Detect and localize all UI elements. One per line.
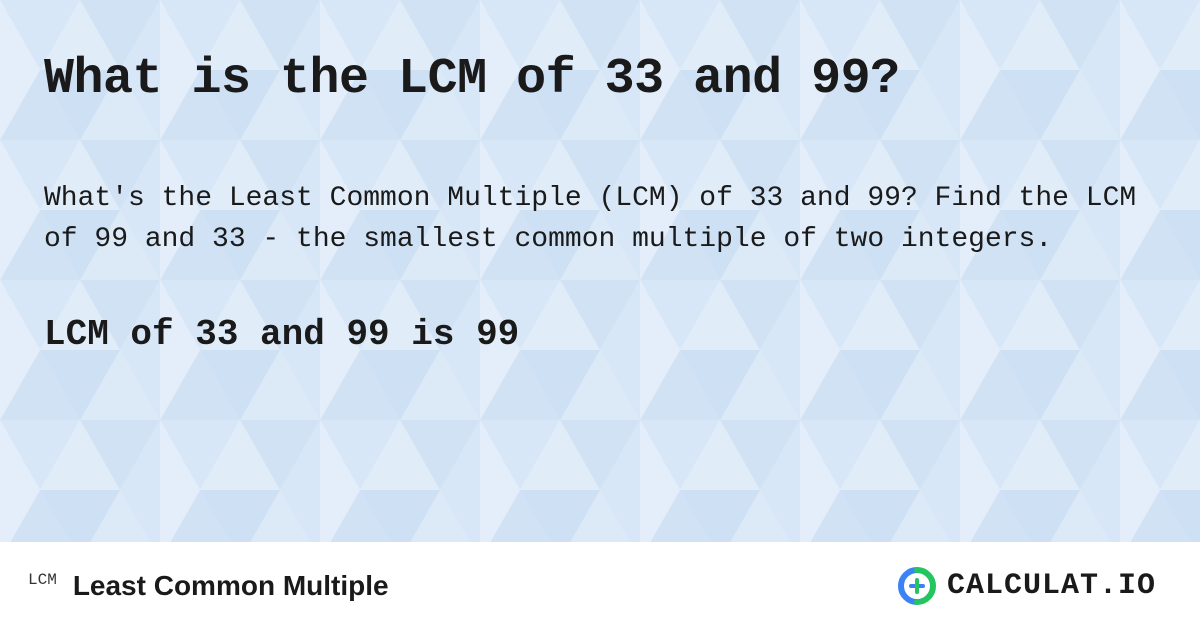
result-heading: LCM of 33 and 99 is 99: [44, 314, 1156, 355]
footer-bar: LCM Least Common Multiple CALCULAT.IO: [0, 542, 1200, 630]
page-title: What is the LCM of 33 and 99?: [44, 52, 1156, 107]
content-area: What is the LCM of 33 and 99? What's the…: [0, 0, 1200, 630]
brand: CALCULAT.IO: [897, 566, 1156, 606]
brand-text: CALCULAT.IO: [947, 569, 1156, 603]
lcm-tag: LCM: [28, 571, 57, 589]
brand-logo-icon: [897, 566, 937, 606]
footer-title: Least Common Multiple: [73, 570, 389, 602]
footer-left: LCM Least Common Multiple: [28, 570, 389, 602]
description-text: What's the Least Common Multiple (LCM) o…: [44, 179, 1154, 260]
